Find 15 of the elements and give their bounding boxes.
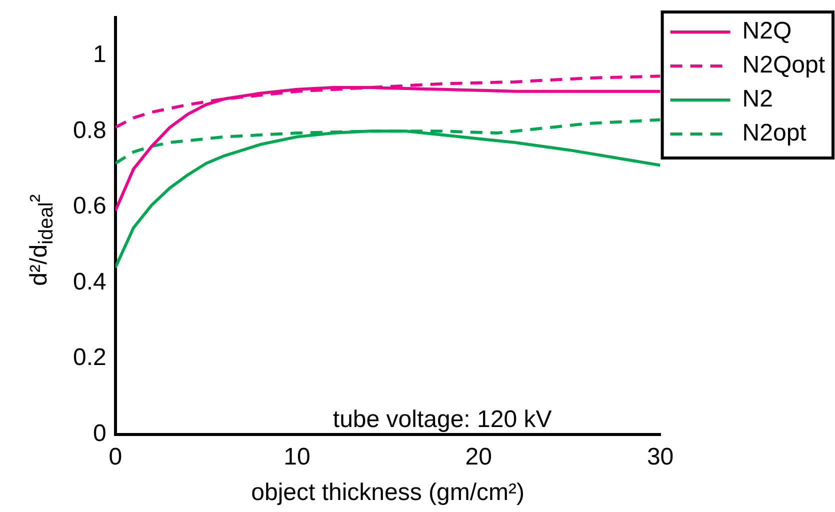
- legend-label: N2Q: [742, 18, 792, 45]
- y-tick-label: 0.6: [72, 192, 106, 220]
- x-tick-label: 10: [284, 443, 310, 470]
- annotation: tube voltage: 120 kV: [332, 406, 552, 434]
- y-tick-label: 1: [93, 40, 106, 68]
- y-tick-label: 0: [93, 420, 106, 448]
- legend-label: N2Qopt: [742, 52, 826, 79]
- x-axis-title: object thickness (gm/cm²): [251, 479, 525, 506]
- y-tick-label: 0.2: [72, 344, 106, 372]
- y-tick-label: 0.8: [72, 116, 106, 144]
- legend-label: N2opt: [742, 120, 807, 147]
- legend-label: N2: [742, 86, 773, 113]
- x-tick-label: 30: [646, 443, 674, 470]
- x-tick-label: 20: [465, 443, 492, 470]
- y-tick-label: 0.4: [72, 268, 106, 296]
